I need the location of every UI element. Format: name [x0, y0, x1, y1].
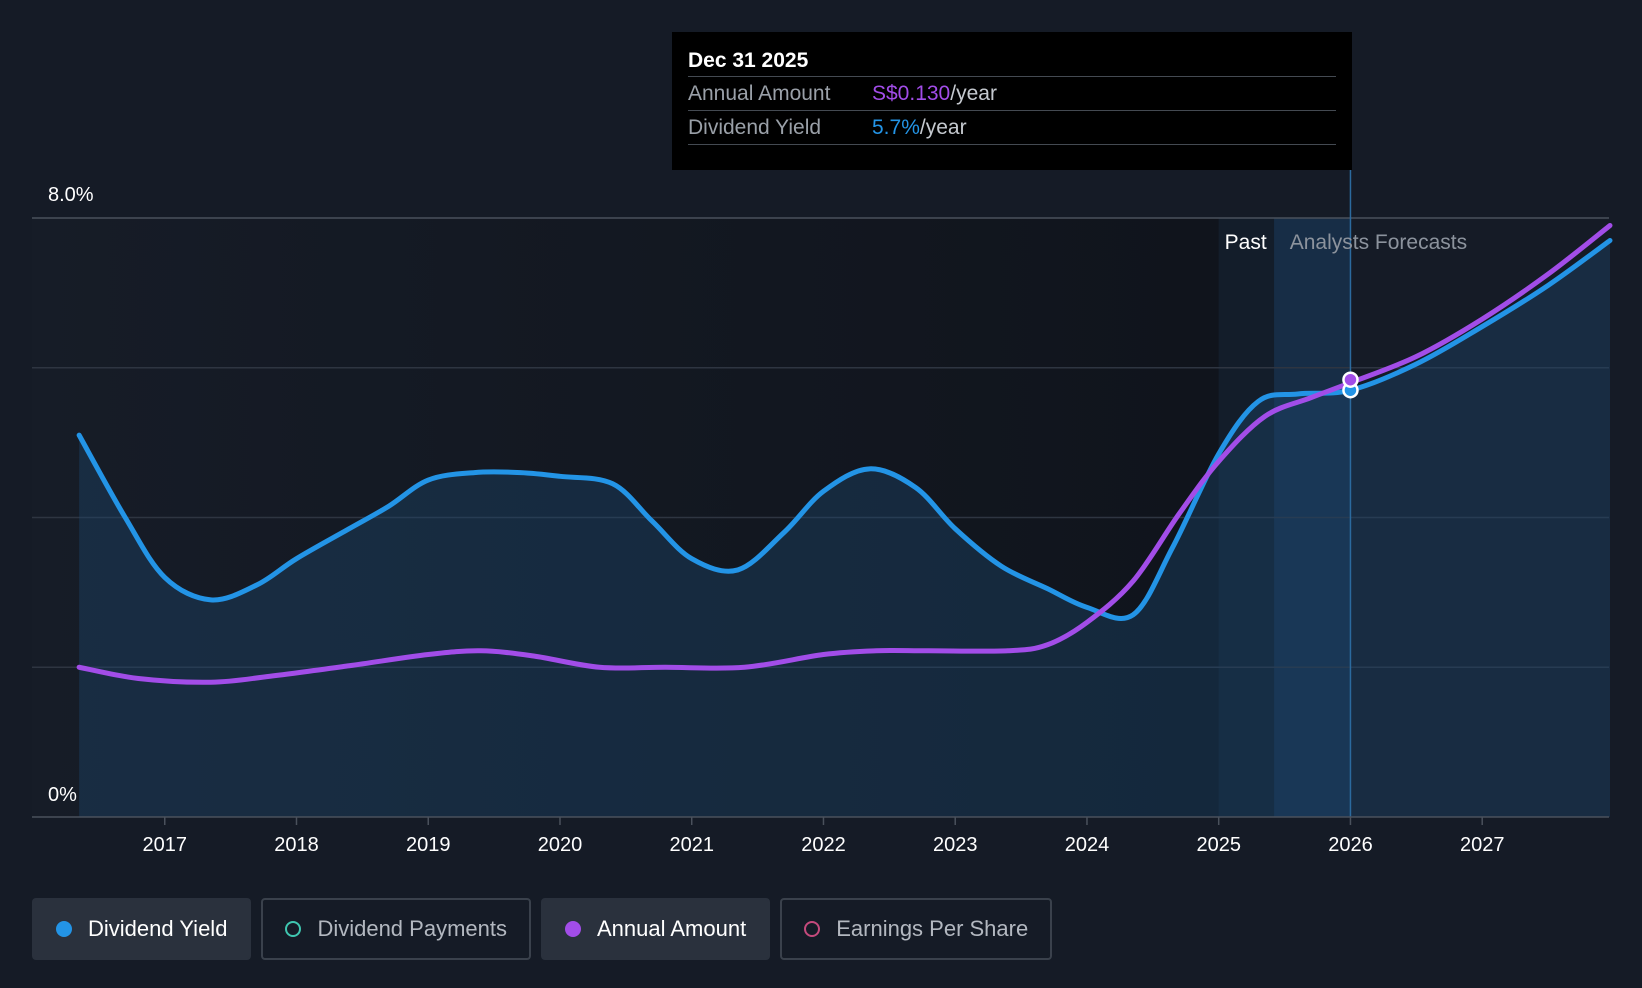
y-axis-top-label: 8.0%: [48, 184, 94, 206]
past-label: Past: [1225, 231, 1267, 254]
legend-earnings-per-share[interactable]: Earnings Per Share: [780, 898, 1053, 960]
tooltip-yield-value: 5.7%: [872, 116, 920, 139]
x-tick-label: 2027: [1460, 834, 1505, 856]
legend-label: Dividend Yield: [88, 916, 228, 941]
tooltip-yield-label: Dividend Yield: [688, 116, 822, 139]
legend-label: Earnings Per Share: [836, 916, 1029, 941]
annual-amount-dot-icon: [564, 921, 581, 937]
x-tick-label: 2022: [801, 834, 846, 856]
x-tick-label: 2023: [933, 834, 978, 856]
x-tick-label: 2019: [406, 834, 451, 856]
x-tick-label: 2024: [1065, 834, 1110, 856]
dividend-yield-area: [79, 240, 1611, 817]
dividend-yield-dot-icon: [56, 921, 72, 937]
tooltip-date: Dec 31 2025: [688, 49, 809, 72]
legend-label: Dividend Payments: [317, 916, 507, 941]
dividend-payments-ring-icon: [285, 921, 302, 937]
tooltip-annual-label: Annual Amount: [688, 82, 831, 105]
x-tick-label: 2026: [1328, 834, 1373, 856]
x-tick-label: 2017: [142, 834, 187, 856]
tooltip-annual-suffix: /year: [950, 82, 997, 105]
analysts-forecasts-label: Analysts Forecasts: [1290, 231, 1467, 254]
x-tick-label: 2018: [274, 834, 319, 856]
legend-annual-amount[interactable]: Annual Amount: [540, 898, 771, 960]
x-tick-label: 2021: [669, 834, 714, 856]
x-tick-label: 2020: [538, 834, 583, 856]
tooltip-annual-value: S$0.130: [872, 82, 951, 105]
tooltip-annual-row: Annual Amount S$0.130 /year: [688, 76, 1336, 110]
dividend-yield-line: [76, 237, 1613, 621]
legend-dividend-payments[interactable]: Dividend Payments: [261, 898, 531, 960]
annual-amount-marker: [1342, 371, 1359, 388]
tooltip-yield-suffix: /year: [919, 116, 967, 139]
tooltip: Dec 31 2025 Annual Amount S$0.130 /year …: [672, 32, 1352, 170]
legend-dividend-yield[interactable]: Dividend Yield: [32, 898, 252, 960]
earnings-per-share-ring-icon: [804, 921, 821, 937]
legend-label: Annual Amount: [596, 916, 747, 941]
y-axis-bottom-label: 0%: [48, 784, 77, 806]
tooltip-yield-row: Dividend Yield 5.7% /year: [688, 110, 1336, 145]
legend: Dividend Yield Dividend Payments Annual …: [32, 898, 1053, 960]
x-tick-label: 2025: [1196, 834, 1241, 856]
